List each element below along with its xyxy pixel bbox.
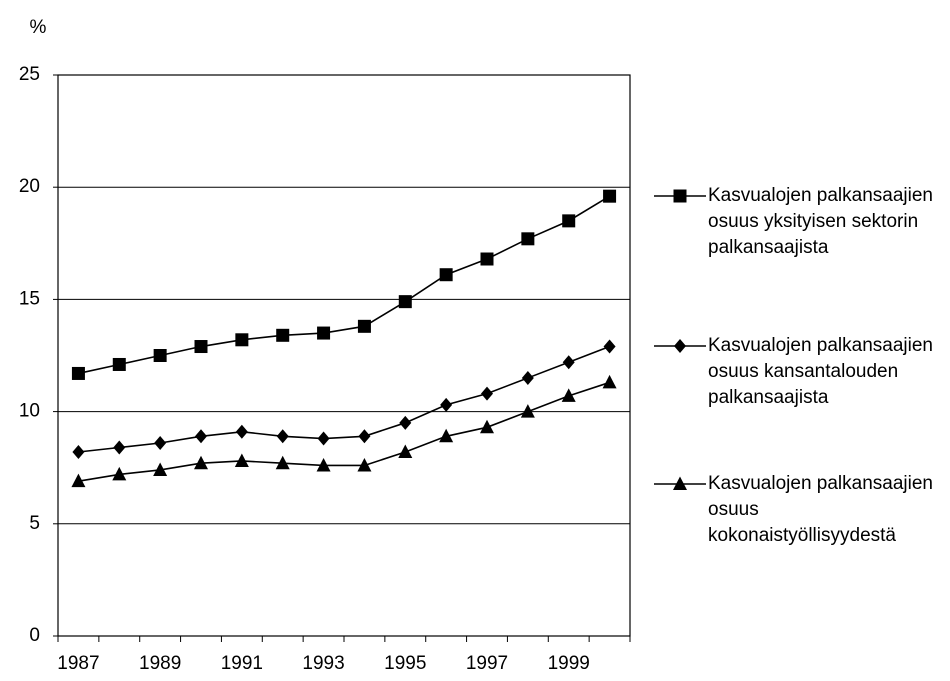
y-tick-label: 15 bbox=[19, 288, 40, 309]
plot-frame bbox=[57, 74, 631, 637]
marker bbox=[521, 232, 535, 246]
marker bbox=[235, 333, 249, 347]
y-tick-label: 20 bbox=[19, 176, 40, 197]
marker bbox=[562, 214, 576, 228]
legend-marker bbox=[674, 339, 686, 353]
series-line bbox=[78, 195, 610, 375]
legend-marker bbox=[673, 189, 687, 203]
marker bbox=[603, 339, 616, 354]
marker bbox=[561, 388, 576, 402]
marker bbox=[520, 404, 535, 418]
marker bbox=[275, 455, 290, 470]
marker bbox=[276, 328, 290, 342]
marker bbox=[439, 428, 454, 443]
x-tick-label: 1997 bbox=[466, 653, 508, 674]
marker bbox=[234, 453, 249, 467]
marker bbox=[480, 419, 494, 434]
marker bbox=[316, 457, 331, 472]
marker bbox=[235, 424, 248, 439]
y-tick-label: 10 bbox=[19, 401, 40, 422]
marker bbox=[71, 366, 85, 380]
x-tick-label: 1991 bbox=[221, 653, 263, 674]
legend-label: Kasvualojen palkansaajien osuus kansanta… bbox=[708, 335, 938, 408]
marker bbox=[194, 340, 208, 354]
y-tick-label: 0 bbox=[29, 625, 40, 646]
marker bbox=[72, 444, 85, 459]
marker bbox=[603, 189, 617, 203]
y-axis-label: % bbox=[30, 17, 47, 38]
x-tick-label: 1993 bbox=[302, 653, 344, 674]
legend-label: Kasvualojen palkansaajien osuus kokonais… bbox=[708, 473, 938, 546]
marker bbox=[480, 252, 494, 266]
marker bbox=[481, 386, 493, 401]
marker bbox=[358, 429, 371, 444]
marker bbox=[562, 355, 575, 370]
marker bbox=[317, 326, 331, 340]
series-line bbox=[78, 381, 610, 482]
marker bbox=[112, 466, 127, 481]
marker bbox=[195, 429, 207, 444]
marker bbox=[602, 374, 617, 389]
marker bbox=[153, 462, 168, 476]
marker bbox=[398, 444, 413, 458]
marker bbox=[357, 319, 371, 333]
legend-label: Kasvualojen palkansaajien osuus yksityis… bbox=[708, 185, 938, 258]
x-tick-label: 1999 bbox=[548, 653, 590, 674]
legend-marker bbox=[673, 476, 687, 490]
marker bbox=[521, 370, 534, 385]
marker bbox=[112, 357, 126, 371]
marker bbox=[194, 455, 208, 470]
marker bbox=[153, 349, 167, 362]
y-tick-label: 25 bbox=[19, 64, 40, 85]
marker bbox=[357, 457, 372, 472]
x-tick-label: 1995 bbox=[384, 653, 426, 674]
series-line bbox=[78, 345, 610, 453]
marker bbox=[399, 415, 412, 430]
x-tick-label: 1989 bbox=[139, 653, 181, 674]
marker bbox=[440, 397, 453, 412]
marker bbox=[276, 429, 289, 444]
marker bbox=[317, 431, 330, 446]
y-tick-label: 5 bbox=[29, 513, 40, 534]
marker bbox=[71, 473, 86, 488]
marker bbox=[113, 440, 126, 455]
x-tick-label: 1987 bbox=[57, 653, 99, 674]
marker bbox=[398, 295, 412, 309]
marker bbox=[439, 268, 453, 282]
marker bbox=[154, 436, 167, 451]
